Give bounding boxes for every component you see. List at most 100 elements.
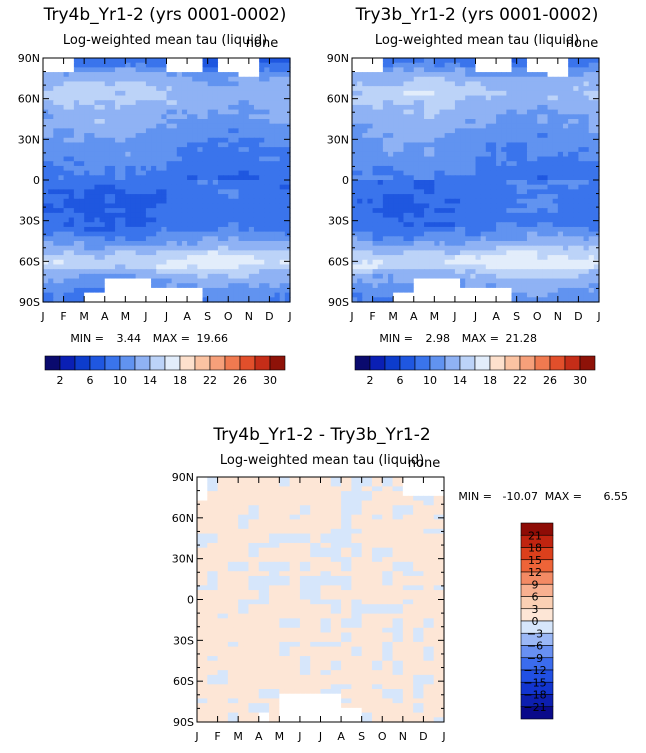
map-cell-872 (84, 142, 90, 148)
map-cell-579 (58, 114, 65, 120)
map-cell-1037 (192, 156, 198, 162)
map-cell-1235 (532, 175, 538, 181)
map-cell-1623 (552, 212, 559, 219)
map-cell-976 (434, 151, 441, 158)
map-cell-1546 (94, 208, 101, 214)
map-cell-22 (156, 58, 162, 64)
map-cell-214 (156, 76, 162, 83)
map-cell-1432 (248, 194, 255, 200)
map-cell-590 (115, 114, 121, 120)
map-cell-1815 (243, 231, 250, 237)
map-cell-2415 (120, 292, 126, 298)
map-cell-2291 (532, 278, 538, 284)
map-cell-231 (552, 76, 559, 83)
map-cell-1804 (187, 231, 193, 237)
map-cell-1054 (588, 156, 595, 162)
map-cell-562 (217, 109, 224, 115)
map-cell-802 (217, 133, 224, 139)
map-cell-1560 (475, 208, 482, 214)
map-cell-2359 (388, 287, 394, 294)
map-cell-757 (542, 128, 549, 134)
map-cell-835 (140, 137, 147, 144)
map-cell-2009 (562, 250, 569, 256)
map-cell-1167 (429, 170, 435, 176)
map-cell-2159 (284, 264, 291, 270)
map-cell-2321 (439, 283, 446, 289)
map-cell-2367 (120, 287, 126, 294)
map-cell-1542 (73, 208, 80, 214)
map-cell-1426 (217, 194, 224, 200)
map-cell-256 (125, 81, 132, 87)
map-cell-846 (506, 137, 513, 144)
map-cell-1335 (243, 184, 250, 190)
map-cell-471 (243, 100, 250, 106)
map-cell-2198 (238, 269, 245, 275)
map-cell-542 (424, 109, 430, 115)
map-cell-325 (233, 86, 240, 92)
map-cell-613 (542, 114, 549, 120)
map-cell-686 (424, 123, 430, 129)
map-cell-2394 (259, 287, 265, 294)
map-cell-1306 (403, 184, 410, 190)
map-cell-1083 (181, 161, 188, 167)
map-cell-2143 (202, 264, 209, 270)
map-cell-1703 (470, 222, 477, 228)
map-cell-271 (511, 81, 518, 87)
map-cell-1546 (403, 208, 410, 214)
map-cell-1729 (357, 226, 363, 233)
map-cell-672 (352, 123, 358, 129)
map-cell-1200 (352, 175, 358, 181)
map-cell-663 (243, 119, 250, 125)
map-cell-343 (79, 90, 85, 97)
map-cell-73 (171, 62, 178, 68)
map-cell-1494 (382, 203, 389, 209)
map-cell-428 (269, 95, 276, 101)
map-cell-1375 (511, 189, 518, 195)
map-cell-1541 (377, 208, 384, 214)
map-cell-2066 (53, 259, 60, 266)
map-cell-2209 (48, 273, 54, 280)
map-cell-474 (568, 100, 574, 106)
map-cell-1139 (532, 165, 538, 172)
map-cell-620 (269, 114, 276, 120)
map-cell-1728 (352, 226, 358, 233)
map-cell-1434 (259, 194, 265, 200)
map-cell-249 (89, 81, 96, 87)
map-cell-33 (212, 58, 219, 64)
map-cell-682 (94, 123, 101, 129)
map-cell-2424 (166, 292, 173, 298)
map-cell-960 (352, 151, 358, 158)
map-cell-2267 (99, 278, 106, 284)
map-cell-179 (223, 72, 229, 78)
map-cell-123 (490, 67, 497, 73)
map-cell-367 (511, 90, 518, 97)
map-cell-1504 (434, 203, 441, 209)
map-cell-209 (130, 76, 137, 83)
map-cell-1369 (171, 189, 178, 195)
map-cell-2343 (552, 283, 559, 289)
map-cell-67 (449, 62, 456, 68)
map-cell-573 (583, 109, 590, 115)
map-cell-1890 (135, 241, 142, 247)
map-cell-1094 (238, 161, 245, 167)
map-cell-351 (120, 90, 126, 97)
map-cell-1150 (279, 165, 286, 172)
map-cell-2490 (259, 297, 265, 303)
map-cell-480 (352, 104, 358, 111)
map-cell-1896 (475, 241, 482, 247)
map-cell-2445 (274, 292, 281, 298)
map-cell-1271 (470, 180, 477, 186)
map-cell-146 (362, 72, 369, 78)
map-cell-683 (408, 123, 415, 129)
map-cell-788 (454, 133, 461, 139)
map-cell-1128 (166, 165, 173, 172)
map-cell-955 (573, 147, 580, 153)
map-cell-904 (248, 142, 255, 148)
map-cell-392 (393, 95, 399, 101)
map-cell-183 (243, 72, 250, 78)
map-cell-2169 (398, 269, 405, 275)
map-cell-1950 (506, 245, 513, 251)
map-cell-196 (63, 76, 70, 83)
map-cell-945 (212, 147, 219, 153)
map-cell-2337 (212, 283, 219, 289)
